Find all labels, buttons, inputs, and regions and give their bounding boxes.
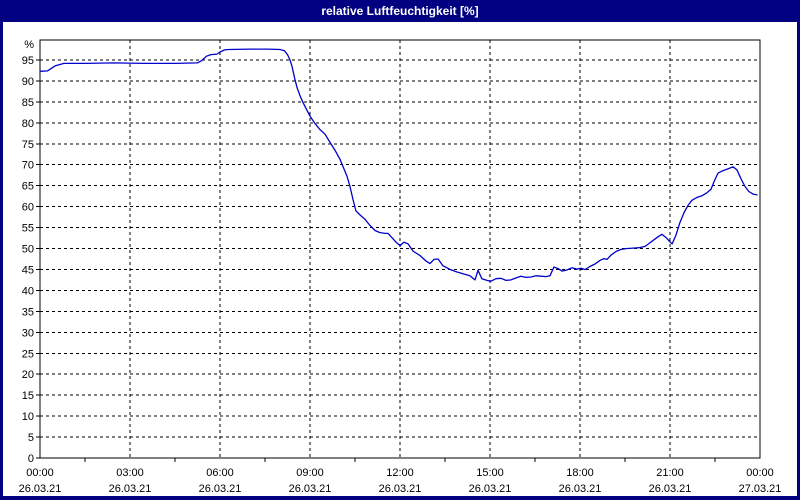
x-tick-date-4: 26.03.21 [379,483,422,495]
y-tick-label-25: 25 [22,348,34,360]
x-tick-date-6: 26.03.21 [559,483,602,495]
title-bar[interactable]: relative Luftfeuchtigkeit [%] [0,0,800,22]
y-tick-label-30: 30 [22,327,34,339]
y-tick-label-5: 5 [28,432,34,444]
y-tick-label-20: 20 [22,369,34,381]
x-tick-time-0: 00:00 [26,467,54,479]
x-tick-time-4: 12:00 [386,467,414,479]
y-tick-label-45: 45 [22,264,34,276]
y-tick-label-65: 65 [22,181,34,193]
y-tick-label-95: 95 [22,55,34,67]
x-tick-time-7: 21:00 [656,467,684,479]
x-tick-time-3: 09:00 [296,467,324,479]
y-tick-label-55: 55 [22,223,34,235]
y-tick-label-80: 80 [22,118,34,130]
x-tick-date-5: 26.03.21 [469,483,512,495]
x-tick-time-8: 00:00 [746,467,774,479]
y-tick-label-60: 60 [22,202,34,214]
x-tick-date-8: 27.03.21 [739,483,782,495]
x-tick-time-5: 15:00 [476,467,504,479]
humidity-chart: 95908580757065605550454035302520151050%0… [19,39,782,495]
x-tick-date-1: 26.03.21 [109,483,152,495]
y-tick-label-0: 0 [28,453,34,465]
humidity-curve [39,48,758,282]
y-tick-label-90: 90 [22,76,34,88]
y-tick-label-70: 70 [22,160,34,172]
y-tick-label-85: 85 [22,97,34,109]
x-tick-date-2: 26.03.21 [199,483,242,495]
y-axis-unit-label: % [24,39,34,51]
x-tick-date-7: 26.03.21 [649,483,692,495]
y-tick-label-75: 75 [22,139,34,151]
x-tick-date-0: 26.03.21 [19,483,62,495]
y-tick-label-15: 15 [22,390,34,402]
y-tick-label-10: 10 [22,411,34,423]
y-tick-label-35: 35 [22,306,34,318]
y-tick-label-40: 40 [22,285,34,297]
window-title: relative Luftfeuchtigkeit [%] [321,4,479,18]
y-tick-label-50: 50 [22,244,34,256]
x-tick-time-1: 03:00 [116,467,144,479]
x-tick-date-3: 26.03.21 [289,483,332,495]
chart-area: 95 90 85 80 75 70 65 60 55 50 45 40 35 30 25 20 15 10 5 0% 0… [3,22,797,496]
x-tick-time-2: 06:00 [206,467,234,479]
x-tick-time-6: 18:00 [566,467,594,479]
